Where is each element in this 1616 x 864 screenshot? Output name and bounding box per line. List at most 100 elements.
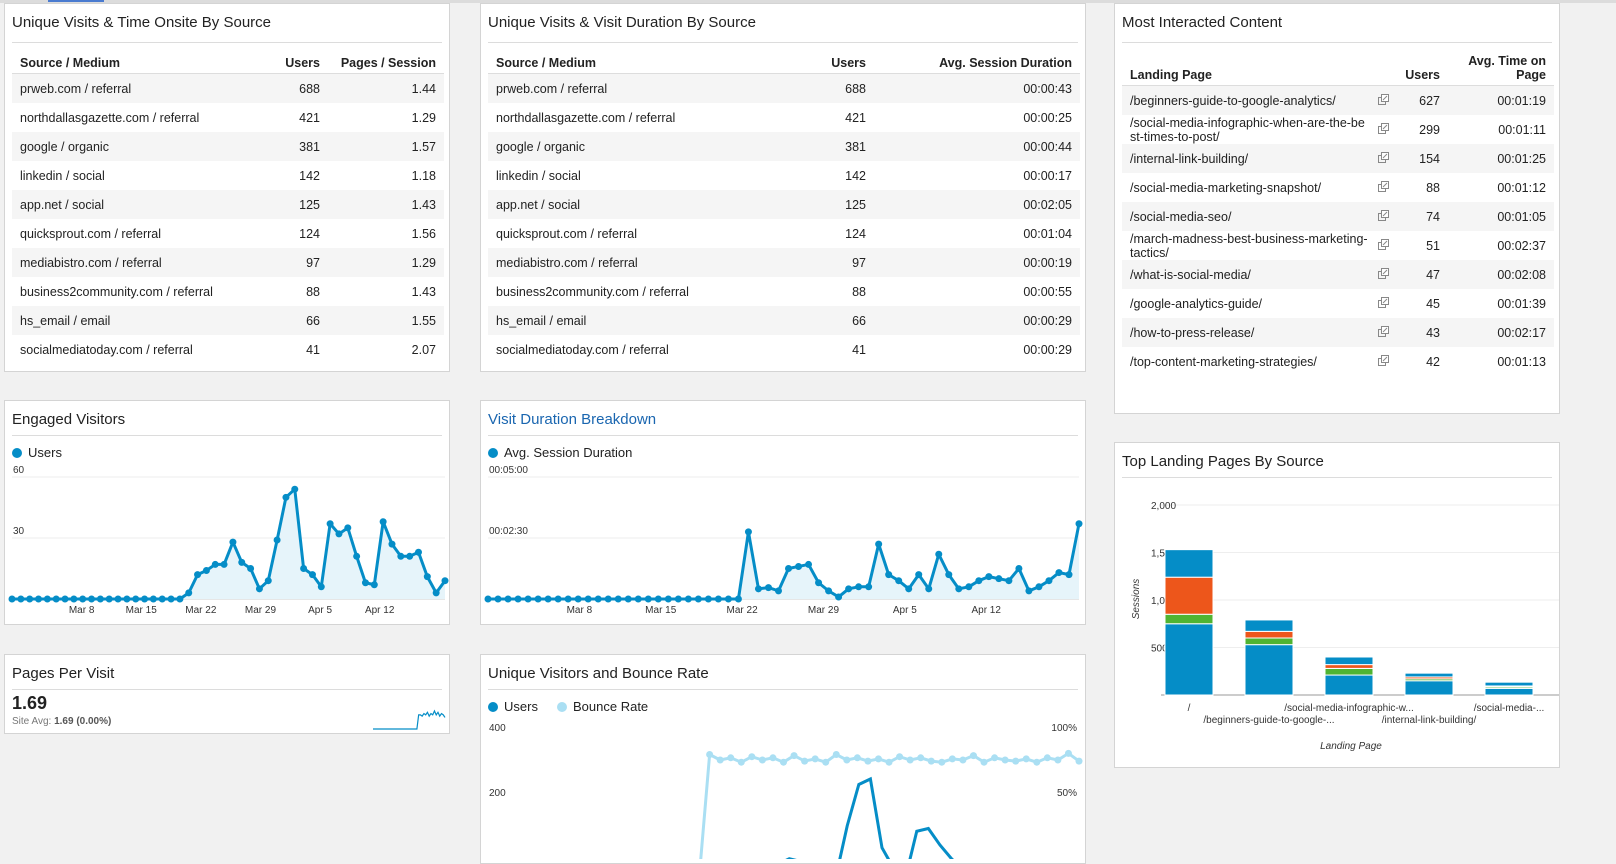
col-header-users[interactable]: Users <box>764 46 874 74</box>
data-point[interactable] <box>1064 749 1072 757</box>
data-point[interactable] <box>727 754 735 762</box>
data-point[interactable] <box>795 562 803 570</box>
data-point[interactable] <box>70 595 78 603</box>
cell-source[interactable]: linkedin / social <box>496 168 581 183</box>
data-point[interactable] <box>785 565 793 572</box>
cell-landing-page[interactable]: /march-madness-best-business-marketing-t… <box>1130 231 1368 260</box>
data-point[interactable] <box>484 595 492 603</box>
bar-segment[interactable] <box>1324 656 1374 666</box>
data-point[interactable] <box>769 754 777 762</box>
data-point[interactable] <box>864 757 872 765</box>
data-point[interactable] <box>906 756 914 764</box>
data-point[interactable] <box>43 595 51 603</box>
data-point[interactable] <box>865 583 873 591</box>
col-header-landing-page[interactable]: Landing Page <box>1122 48 1378 86</box>
table-row[interactable]: hs_email / email 66 00:00:29 <box>488 306 1080 335</box>
data-point[interactable] <box>247 565 255 572</box>
data-point[interactable] <box>832 751 840 758</box>
data-point[interactable] <box>370 581 378 589</box>
data-point[interactable] <box>308 571 316 579</box>
data-point[interactable] <box>734 595 742 603</box>
data-point[interactable] <box>229 538 237 546</box>
data-point[interactable] <box>805 560 813 568</box>
data-point[interactable] <box>264 577 272 585</box>
col-header-users[interactable]: Users <box>248 46 328 74</box>
open-page-icon[interactable] <box>1378 318 1396 347</box>
open-page-icon[interactable] <box>1378 85 1396 115</box>
data-point[interactable] <box>1025 587 1033 595</box>
data-point[interactable] <box>875 540 883 548</box>
cell-source[interactable]: hs_email / email <box>488 306 764 335</box>
table-row[interactable]: /top-content-marketing-strategies/42 00:0… <box>1122 347 1554 376</box>
data-point[interactable] <box>158 595 166 603</box>
cell-source[interactable]: business2community.com / referral <box>496 284 689 299</box>
data-point[interactable] <box>504 595 512 603</box>
cell-landing-page[interactable]: /social-media-infographic-when-are-the-b… <box>1130 115 1365 144</box>
data-point[interactable] <box>379 518 387 526</box>
cell-source[interactable]: app.net / social <box>488 190 764 219</box>
cell-source[interactable]: prweb.com / referral <box>488 73 764 103</box>
data-point[interactable] <box>938 758 946 766</box>
data-point[interactable] <box>1012 757 1020 765</box>
data-point[interactable] <box>885 571 893 579</box>
table-row[interactable]: linkedin / social 142 1.18 <box>12 161 444 190</box>
table-row[interactable]: northdallasgazette.com / referral 421 00:0… <box>488 103 1080 132</box>
data-point[interactable] <box>604 595 612 603</box>
data-point[interactable] <box>202 567 210 575</box>
data-point[interactable] <box>780 758 787 766</box>
data-point[interactable] <box>1033 758 1041 766</box>
data-point[interactable] <box>1043 754 1051 762</box>
data-point[interactable] <box>1035 583 1043 591</box>
data-point[interactable] <box>654 595 662 603</box>
data-point[interactable] <box>52 595 60 603</box>
data-point[interactable] <box>167 595 175 603</box>
data-point[interactable] <box>706 751 714 758</box>
cell-landing-page[interactable]: /internal-link-building/ <box>1122 144 1378 173</box>
table-row[interactable]: /social-media-marketing-snapshot/88 00:01… <box>1122 173 1554 202</box>
data-point[interactable] <box>96 595 104 603</box>
data-point[interactable] <box>927 757 935 765</box>
table-row[interactable]: socialmediatoday.com / referral 41 2.07 <box>12 335 444 364</box>
cell-landing-page[interactable]: /beginners-guide-to-google-analytics/ <box>1122 85 1378 115</box>
cell-source[interactable]: mediabistro.com / referral <box>488 248 764 277</box>
cell-source[interactable]: hs_email / email <box>12 306 248 335</box>
col-header-avg-time-on-page[interactable]: Avg. Time on Page <box>1448 48 1554 86</box>
legend-users[interactable]: Users <box>12 445 62 460</box>
data-point[interactable] <box>790 752 798 760</box>
table-row[interactable]: mediabistro.com / referral 97 00:00:19 <box>488 248 1080 277</box>
data-point[interactable] <box>801 757 809 765</box>
data-point[interactable] <box>514 595 522 603</box>
bar-segment[interactable] <box>1484 687 1534 696</box>
data-point[interactable] <box>35 595 43 603</box>
table-row[interactable]: app.net / social 125 1.43 <box>12 190 444 219</box>
data-point[interactable] <box>432 589 440 597</box>
cell-landing-page[interactable]: /google-analytics-guide/ <box>1130 296 1263 311</box>
data-point[interactable] <box>704 595 712 603</box>
data-point[interactable] <box>105 595 113 603</box>
data-point[interactable] <box>896 753 904 761</box>
data-point[interactable] <box>1045 577 1053 585</box>
widget-title-link[interactable]: Visit Duration Breakdown <box>488 411 657 428</box>
open-page-icon[interactable] <box>1378 202 1396 231</box>
data-point[interactable] <box>915 571 923 579</box>
table-row[interactable]: /march-madness-best-business-marketing-t… <box>1122 231 1554 260</box>
table-row[interactable]: /how-to-press-release/43 00:02:17 <box>1122 318 1554 347</box>
bar-segment[interactable] <box>1324 674 1374 696</box>
data-point[interactable] <box>1001 756 1009 764</box>
cell-source[interactable]: google / organic <box>12 132 248 161</box>
col-header-pages-session[interactable]: Pages / Session <box>328 46 444 74</box>
data-point[interactable] <box>895 577 903 585</box>
cell-source[interactable]: socialmediatoday.com / referral <box>20 342 193 357</box>
cell-source[interactable]: mediabistro.com / referral <box>12 248 248 277</box>
data-point[interactable] <box>361 579 369 587</box>
cell-landing-page[interactable]: /social-media-seo/ <box>1122 202 1378 231</box>
data-point[interactable] <box>17 595 25 603</box>
cell-landing-page[interactable]: /what-is-social-media/ <box>1122 260 1378 289</box>
bar-segment[interactable] <box>1404 672 1454 678</box>
data-point[interactable] <box>935 550 943 558</box>
bar-segment[interactable] <box>1324 664 1374 669</box>
external-link-icon[interactable] <box>1378 354 1389 366</box>
data-point[interactable] <box>744 528 752 536</box>
data-point[interactable] <box>1005 577 1013 585</box>
data-point[interactable] <box>584 595 592 603</box>
